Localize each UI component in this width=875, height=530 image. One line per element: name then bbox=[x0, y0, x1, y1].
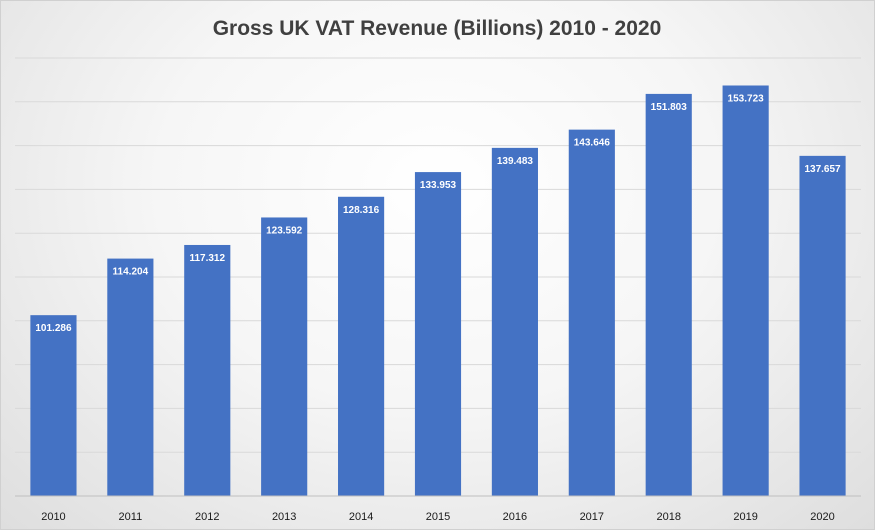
x-tick-label-2014: 2014 bbox=[349, 511, 373, 523]
x-tick-label-2015: 2015 bbox=[426, 511, 450, 523]
data-label-2017: 143.646 bbox=[574, 138, 611, 149]
bar-2019 bbox=[722, 85, 769, 497]
x-tick-label-2010: 2010 bbox=[41, 511, 65, 523]
x-tick-label-2020: 2020 bbox=[810, 511, 834, 523]
bar-2013 bbox=[261, 217, 308, 496]
x-axis-tick-labels: 2010 2011 2012 2013 2014 2015 2016 2017 2018 2019… bbox=[41, 511, 835, 523]
bar-2020 bbox=[799, 155, 846, 496]
data-labels: 101.286 114.204 117.312 123.592 128.316 133.9… bbox=[35, 93, 841, 334]
data-label-2018: 151.803 bbox=[651, 102, 688, 113]
chart-title: Gross UK VAT Revenue (Billions) 2010 - 2… bbox=[213, 17, 662, 40]
bar-2014 bbox=[338, 196, 385, 496]
data-label-2011: 114.204 bbox=[113, 267, 149, 278]
bar-2012 bbox=[184, 244, 231, 496]
x-tick-label-2011: 2011 bbox=[119, 511, 143, 523]
bar-2016 bbox=[491, 147, 538, 497]
bar-2015 bbox=[414, 172, 462, 496]
data-label-2012: 117.312 bbox=[189, 253, 225, 264]
x-tick-label-2012: 2012 bbox=[195, 511, 219, 523]
x-tick-label-2018: 2018 bbox=[656, 511, 680, 523]
data-label-2014: 128.316 bbox=[343, 205, 380, 216]
bar-2017 bbox=[568, 129, 615, 496]
data-label-2019: 153.723 bbox=[728, 93, 765, 104]
x-tick-label-2017: 2017 bbox=[580, 511, 604, 523]
bars bbox=[30, 85, 846, 497]
bar-2011 bbox=[107, 258, 154, 496]
data-label-2016: 139.483 bbox=[497, 156, 534, 167]
data-label-2020: 137.657 bbox=[804, 164, 841, 175]
bar-2018 bbox=[645, 93, 692, 496]
bar-2010 bbox=[30, 315, 77, 496]
x-tick-label-2013: 2013 bbox=[272, 511, 296, 523]
x-tick-label-2019: 2019 bbox=[733, 511, 757, 523]
x-tick-label-2016: 2016 bbox=[503, 511, 527, 523]
data-label-2010: 101.286 bbox=[35, 323, 72, 334]
data-label-2015: 133.953 bbox=[420, 180, 457, 191]
data-label-2013: 123.592 bbox=[266, 225, 303, 236]
